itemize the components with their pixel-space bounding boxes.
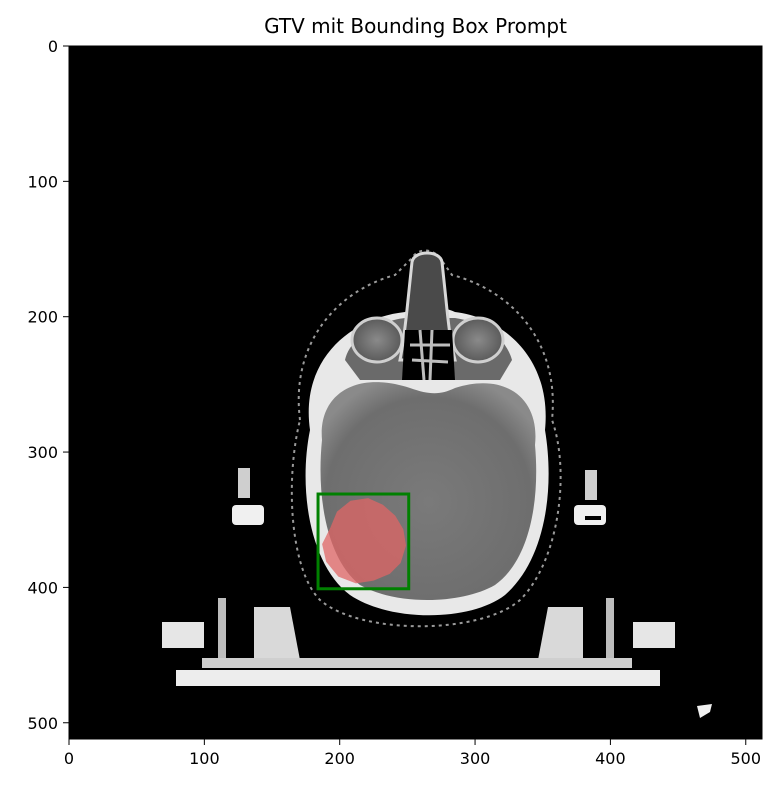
x-axis: 0 100 200 300 400 500 — [64, 739, 761, 768]
corner-artifact — [697, 704, 712, 718]
x-tick-label: 300 — [460, 749, 491, 768]
y-tick-label: 300 — [27, 443, 58, 462]
head-rest — [162, 598, 675, 686]
ear-left — [232, 468, 264, 525]
ear-right — [574, 470, 606, 525]
bounding-box — [316, 492, 411, 591]
x-tick-label: 0 — [64, 749, 74, 768]
x-tick-label: 400 — [595, 749, 626, 768]
x-tick-label: 500 — [730, 749, 761, 768]
eye-right — [451, 316, 505, 364]
nasal-cavity — [402, 330, 455, 380]
y-tick-label: 100 — [27, 172, 58, 191]
y-axis: 0 100 200 300 400 500 — [27, 37, 69, 733]
y-tick-label: 500 — [27, 714, 58, 733]
x-tick-label: 100 — [189, 749, 220, 768]
y-tick-label: 400 — [27, 578, 58, 597]
y-tick-label: 200 — [27, 308, 58, 327]
gtv-mask — [322, 498, 407, 584]
x-tick-label: 200 — [324, 749, 355, 768]
nasal-septum — [410, 329, 450, 381]
chart-title: GTV mit Bounding Box Prompt — [264, 14, 567, 38]
y-tick-label: 0 — [48, 37, 58, 56]
overlay-layer — [316, 492, 411, 591]
eye-left — [350, 316, 404, 364]
axes-frame — [68, 45, 763, 740]
skin-outline — [290, 249, 562, 628]
ct-image — [69, 46, 762, 739]
